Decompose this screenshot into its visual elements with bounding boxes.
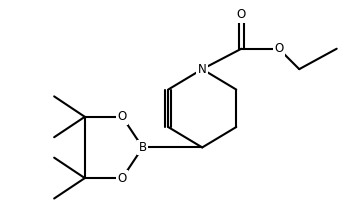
Text: O: O — [118, 110, 127, 123]
Text: O: O — [274, 42, 284, 55]
Text: B: B — [139, 141, 147, 154]
Text: O: O — [237, 8, 246, 21]
Text: O: O — [118, 172, 127, 185]
Text: N: N — [198, 63, 206, 76]
